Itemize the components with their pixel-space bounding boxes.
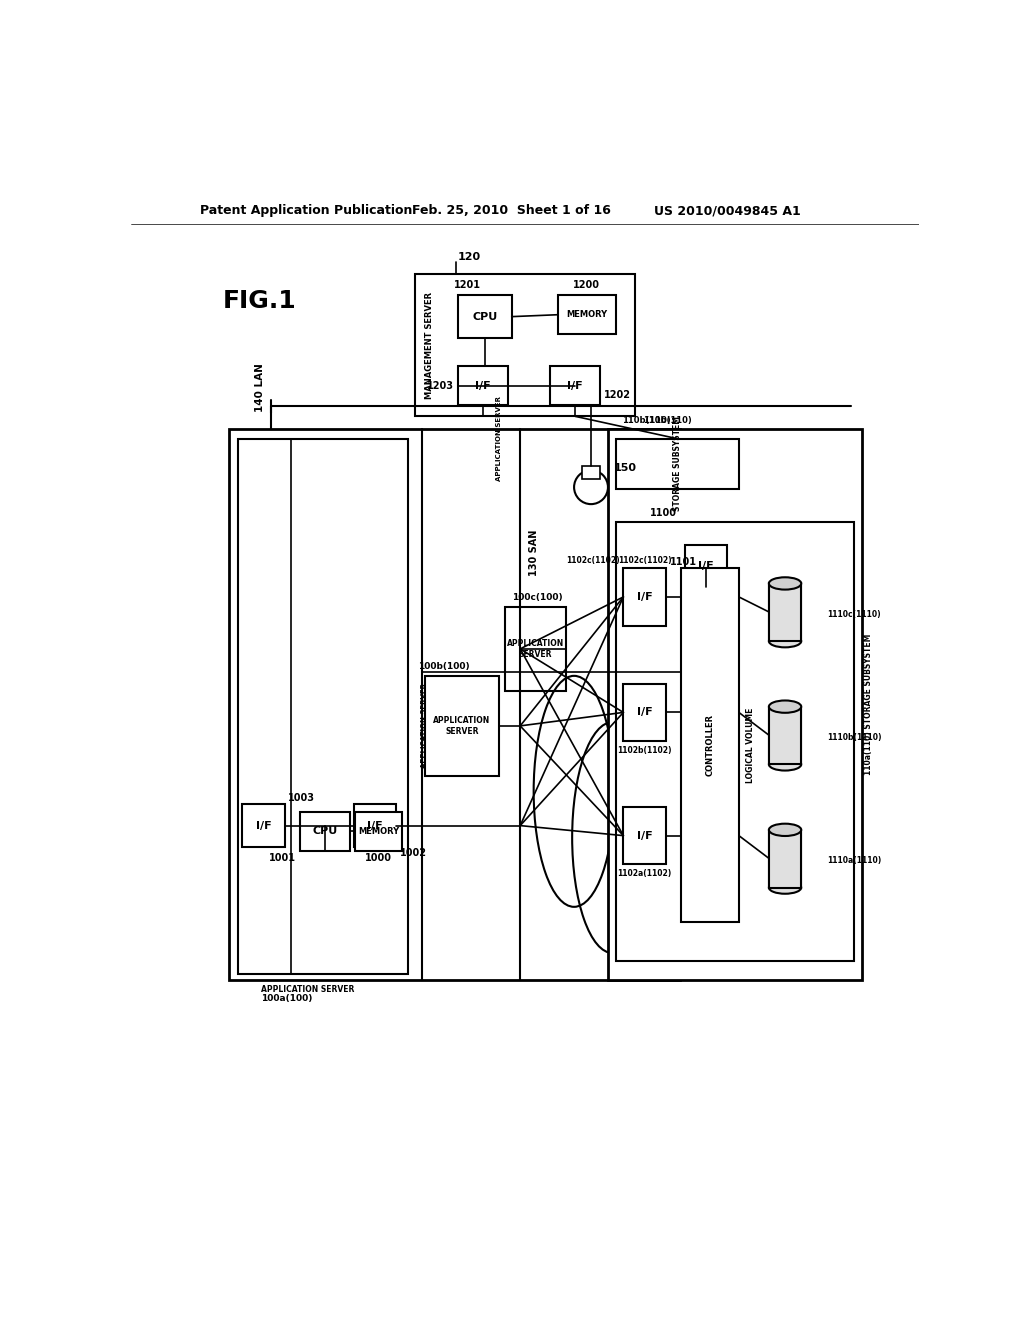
Bar xyxy=(416,275,635,416)
Text: 120: 120 xyxy=(458,252,481,261)
Bar xyxy=(582,466,600,479)
Text: I/F: I/F xyxy=(637,830,652,841)
Ellipse shape xyxy=(769,577,801,590)
Bar xyxy=(354,804,396,847)
Text: I/F: I/F xyxy=(368,821,383,830)
Text: I/F: I/F xyxy=(475,380,490,391)
Bar xyxy=(458,367,508,405)
Text: CPU: CPU xyxy=(472,312,498,322)
Text: 100b(100): 100b(100) xyxy=(418,663,469,671)
Ellipse shape xyxy=(769,758,801,771)
Text: 1200: 1200 xyxy=(573,280,600,290)
Text: 1101: 1101 xyxy=(670,557,696,566)
Bar xyxy=(769,706,801,764)
Text: 1203: 1203 xyxy=(427,380,454,391)
Text: 1102c(1102): 1102c(1102) xyxy=(566,556,620,565)
Bar xyxy=(550,367,600,405)
Bar xyxy=(458,296,512,338)
Bar xyxy=(615,521,854,961)
Bar xyxy=(746,568,845,923)
Text: APPLICATION
SERVER: APPLICATION SERVER xyxy=(507,639,564,659)
Text: 100c(100): 100c(100) xyxy=(512,593,563,602)
Bar xyxy=(615,438,739,488)
Bar xyxy=(239,438,408,974)
Text: Feb. 25, 2010  Sheet 1 of 16: Feb. 25, 2010 Sheet 1 of 16 xyxy=(412,205,610,218)
Text: 140 LAN: 140 LAN xyxy=(255,363,265,412)
Text: 1110a(1110): 1110a(1110) xyxy=(827,857,882,865)
Ellipse shape xyxy=(769,882,801,894)
Text: 110b(110): 110b(110) xyxy=(643,416,692,425)
Text: 110a(110) STORAGE SUBSYSTEM: 110a(110) STORAGE SUBSYSTEM xyxy=(863,634,872,775)
Bar xyxy=(624,684,666,742)
Bar xyxy=(624,568,666,626)
Text: APPLICATION SERVER: APPLICATION SERVER xyxy=(496,396,502,482)
Bar xyxy=(624,807,666,865)
Text: 1102b(1102): 1102b(1102) xyxy=(617,746,672,755)
Text: 1001: 1001 xyxy=(269,853,296,863)
Text: 1100: 1100 xyxy=(650,508,677,517)
Bar xyxy=(681,568,739,923)
Ellipse shape xyxy=(769,701,801,713)
Text: 1002: 1002 xyxy=(400,847,427,858)
Text: US 2010/0049845 A1: US 2010/0049845 A1 xyxy=(654,205,801,218)
Bar xyxy=(505,607,566,692)
Text: 130 SAN: 130 SAN xyxy=(529,529,539,576)
Text: I/F: I/F xyxy=(637,708,652,717)
Text: APPLICATION SERVER: APPLICATION SERVER xyxy=(421,684,427,768)
Bar xyxy=(558,296,615,334)
Text: 1110c(1110): 1110c(1110) xyxy=(827,610,881,619)
Text: APPLICATION SERVER: APPLICATION SERVER xyxy=(261,985,355,994)
Text: I/F: I/F xyxy=(698,561,714,572)
Text: LOGICAL VOLUME: LOGICAL VOLUME xyxy=(745,708,755,783)
Bar xyxy=(425,676,499,776)
Text: 1102c(1102): 1102c(1102) xyxy=(617,556,672,565)
Text: I/F: I/F xyxy=(567,380,583,391)
Text: 1000: 1000 xyxy=(365,853,392,863)
Bar xyxy=(355,812,401,850)
Text: MEMORY: MEMORY xyxy=(566,310,607,319)
Text: 1003: 1003 xyxy=(289,793,315,804)
Text: 1110b(1110): 1110b(1110) xyxy=(827,733,882,742)
Text: 100a(100): 100a(100) xyxy=(261,994,313,1003)
Bar xyxy=(243,804,285,847)
Text: I/F: I/F xyxy=(637,591,652,602)
Bar xyxy=(300,812,350,850)
Text: I/F: I/F xyxy=(256,821,271,830)
Bar xyxy=(229,429,680,979)
Text: MEMORY: MEMORY xyxy=(358,826,399,836)
Text: STORAGE SUBSYSTEM: STORAGE SUBSYSTEM xyxy=(673,416,682,511)
Text: 1201: 1201 xyxy=(454,280,481,290)
Bar xyxy=(685,545,727,587)
Bar xyxy=(769,583,801,642)
Text: CONTROLLER: CONTROLLER xyxy=(706,714,715,776)
Text: 1102a(1102): 1102a(1102) xyxy=(617,870,672,878)
Text: CPU: CPU xyxy=(312,826,338,837)
Bar xyxy=(769,830,801,887)
Text: 110b(110): 110b(110) xyxy=(623,416,671,425)
Text: 1202: 1202 xyxy=(604,389,631,400)
Ellipse shape xyxy=(769,635,801,647)
Text: Patent Application Publication: Patent Application Publication xyxy=(200,205,413,218)
Ellipse shape xyxy=(769,824,801,836)
Bar xyxy=(608,429,862,979)
Text: FIG.1: FIG.1 xyxy=(223,289,297,313)
Text: 150: 150 xyxy=(614,463,637,473)
Text: APPLICATION
SERVER: APPLICATION SERVER xyxy=(433,717,490,735)
Text: MANAGEMENT SERVER: MANAGEMENT SERVER xyxy=(425,292,434,399)
